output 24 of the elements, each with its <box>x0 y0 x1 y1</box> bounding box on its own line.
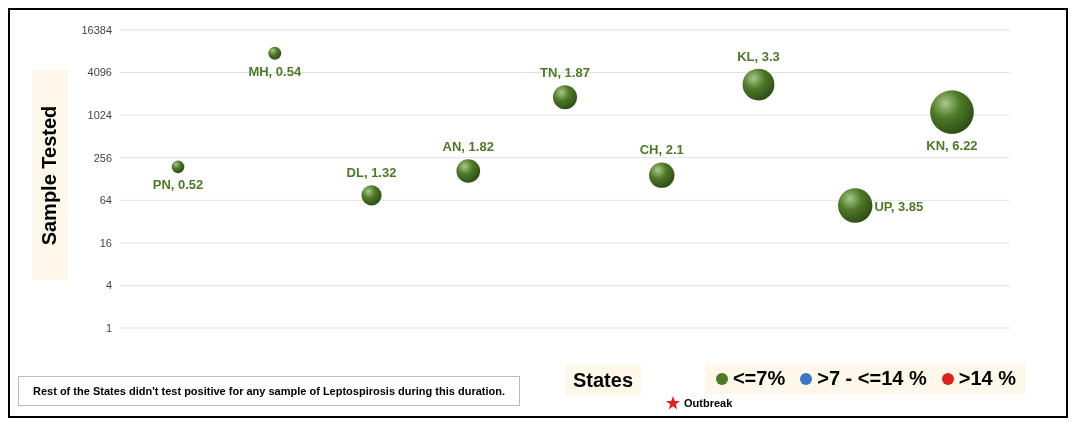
x-axis-title: States <box>565 365 642 396</box>
data-label: KL, 3.3 <box>737 48 780 64</box>
y-tick-label: 64 <box>99 194 112 207</box>
data-label: PN, 0.52 <box>152 177 204 193</box>
legend-label: <=7% <box>731 367 786 390</box>
data-label: CH, 2.1 <box>639 142 684 158</box>
legend-label: >7 - <=14 % <box>816 367 927 390</box>
legend-label: Outbreak <box>683 396 733 410</box>
data-label: DL, 1.32 <box>346 165 397 181</box>
y-tick-label: 4096 <box>87 66 112 79</box>
y-axis-title: Sample Tested <box>38 105 62 245</box>
y-tick-label: 256 <box>93 151 112 164</box>
y-tick-label: 1 <box>105 321 112 334</box>
y-tick-label: 4 <box>105 279 112 292</box>
legend-label: >14 % <box>957 367 1016 390</box>
y-tick-label: 16384 <box>81 23 112 36</box>
data-label: MH, 0.54 <box>248 63 302 79</box>
y-tick-label: 16 <box>99 236 112 249</box>
data-label: TN, 1.87 <box>540 65 590 81</box>
y-tick-label: 1024 <box>87 109 112 122</box>
data-label: AN, 1.82 <box>442 139 494 155</box>
data-label: UP, 3.85 <box>874 198 924 214</box>
text: Rest of the States didn't test positive for any sample of Leptospirosis during this duration. <box>33 385 506 397</box>
data-label: KN, 6.22 <box>926 137 978 153</box>
